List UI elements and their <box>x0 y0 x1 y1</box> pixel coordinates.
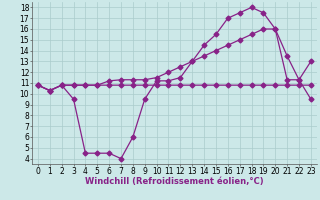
X-axis label: Windchill (Refroidissement éolien,°C): Windchill (Refroidissement éolien,°C) <box>85 177 264 186</box>
